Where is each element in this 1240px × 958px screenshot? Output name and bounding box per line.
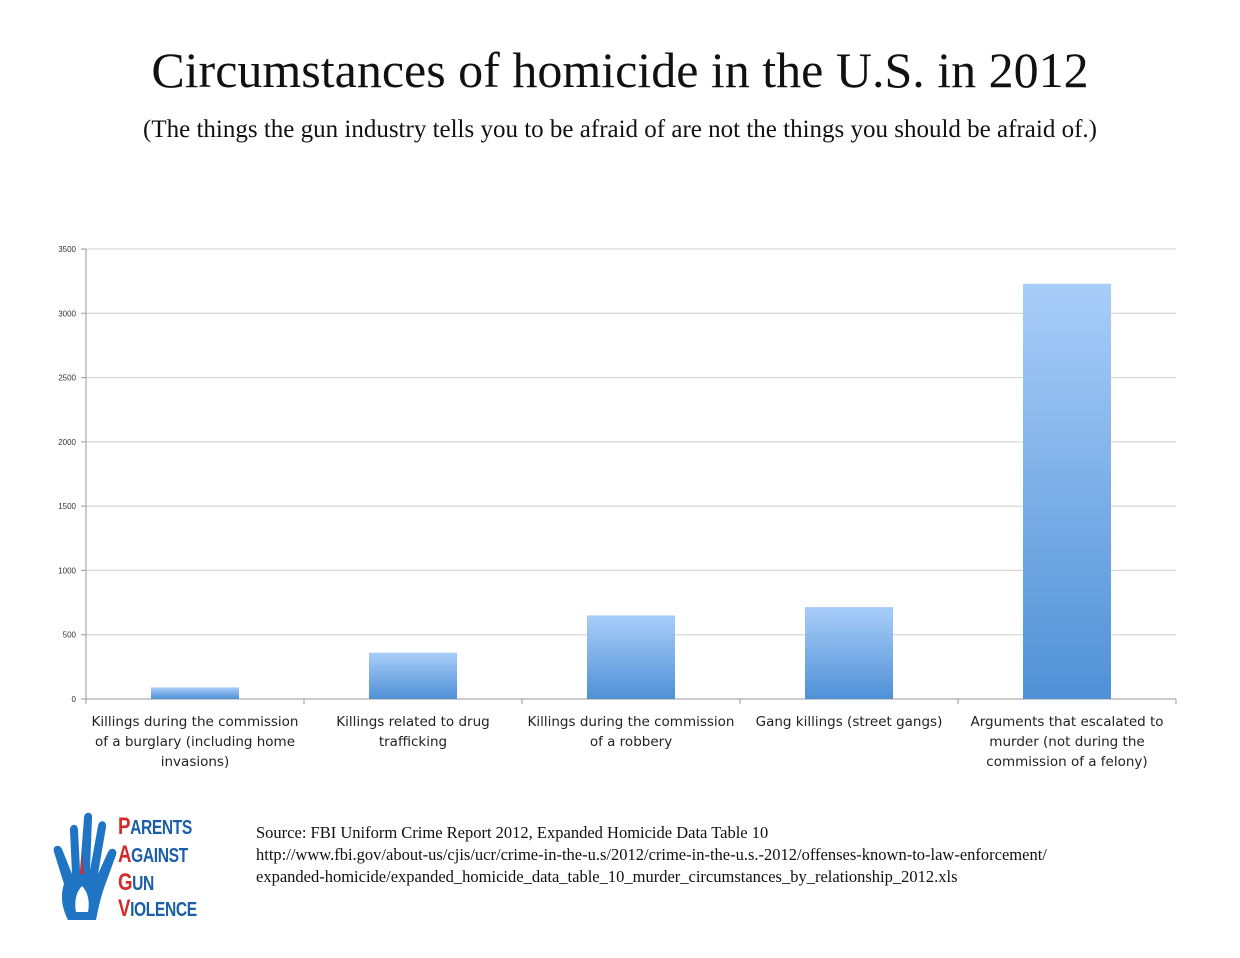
y-tick-label: 3500 [58,245,76,254]
bar [805,607,893,699]
parents-against-gun-violence-logo: PARENTS AGAINST GUN VIOLENCE [46,808,218,926]
logo-word-parents: PARENTS [118,813,192,840]
logo-word-against: AGAINST [118,841,188,868]
y-tick-label: 2500 [58,374,76,383]
raised-hand-icon [53,812,117,920]
x-category-label-line: Gang killings (street gangs) [755,714,943,730]
y-tick-labels: 0 500 1000 1500 2000 2500 3000 3500 [58,245,76,704]
x-category-label-line: invasions) [160,754,230,770]
x-category-label: Killings during the commission of a burgl… [87,712,303,772]
x-category-label: Arguments that escalated to murder (not d… [959,712,1175,772]
x-category-label-line: Killings during the commission [91,714,299,730]
y-tick-label: 0 [72,695,77,704]
x-category-label-line: of a robbery [589,734,673,750]
logo-word-violence: VIOLENCE [118,895,197,922]
bar [369,652,457,699]
x-category-label-line: trafficking [378,734,448,750]
chart-title: Circumstances of homicide in the U.S. in… [151,42,1089,98]
source-url-line[interactable]: expanded-homicide/expanded_homicide_data… [256,867,958,886]
x-category-label-line: commission of a felony) [986,754,1148,770]
source-citation: Source: FBI Uniform Crime Report 2012, E… [256,822,1216,888]
bar-chart: 0 500 1000 1500 2000 2500 3000 3500 [58,245,1177,704]
x-category-label-line: Arguments that escalated to [970,714,1164,730]
y-tick-label: 3000 [58,309,76,318]
logo-word-gun: GUN [118,869,154,896]
x-category-label-line: of a burglary (including home [94,734,296,750]
x-category-label: Killings related to drug trafficking [305,712,521,752]
y-tick-label: 1500 [58,502,76,511]
bar [587,615,675,699]
x-category-label-line: Killings during the commission [527,714,735,730]
x-category-label-line: murder (not during the [989,734,1145,750]
y-tick-label: 500 [63,631,77,640]
x-category-label-line: Killings related to drug [336,714,490,730]
x-category-label: Killings during the commission of a robbe… [523,712,739,752]
gridlines [81,248,1176,700]
source-line: Source: FBI Uniform Crime Report 2012, E… [256,823,769,842]
chart-subtitle: (The things the gun industry tells you t… [143,116,1097,143]
x-category-label: Gang killings (street gangs) [741,712,957,732]
y-tick-label: 1000 [58,566,76,575]
y-tick-label: 2000 [58,438,76,447]
bar [1023,283,1111,699]
bar [151,687,239,699]
bars [151,283,1111,699]
source-url-line[interactable]: http://www.fbi.gov/about-us/cjis/ucr/cri… [256,845,1047,864]
